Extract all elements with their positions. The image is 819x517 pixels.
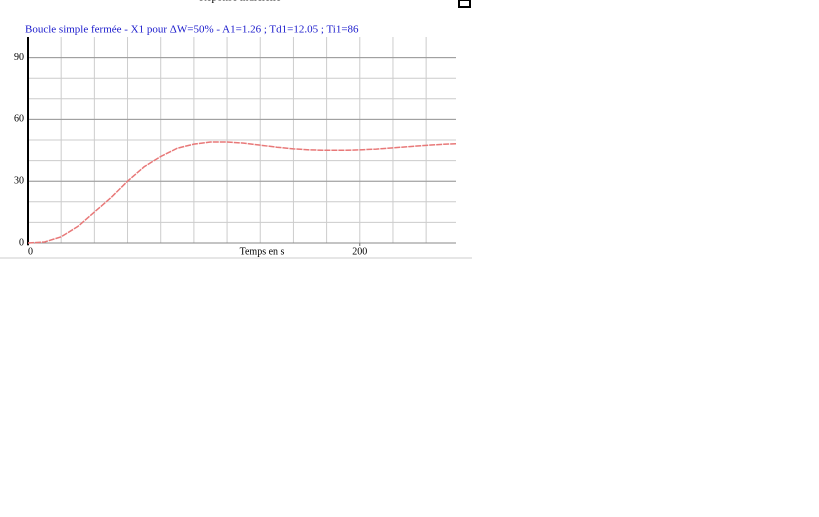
chart-title: Boucle simple fermée - X1 pour ΔW=50% - … <box>25 24 359 36</box>
y-tick-label: 0 <box>19 237 24 248</box>
x-tick-label: 200 <box>352 246 367 257</box>
header: Réponse indicielle <box>199 0 281 4</box>
data-line <box>27 141 457 244</box>
x-axis-label: Temps en s <box>240 246 285 257</box>
export-icon[interactable] <box>458 0 471 8</box>
x-tick-label: 0 <box>28 246 33 257</box>
y-tick-label: 30 <box>14 175 24 186</box>
y-tick-label: 90 <box>14 52 24 63</box>
y-tick-label: 60 <box>14 114 24 125</box>
